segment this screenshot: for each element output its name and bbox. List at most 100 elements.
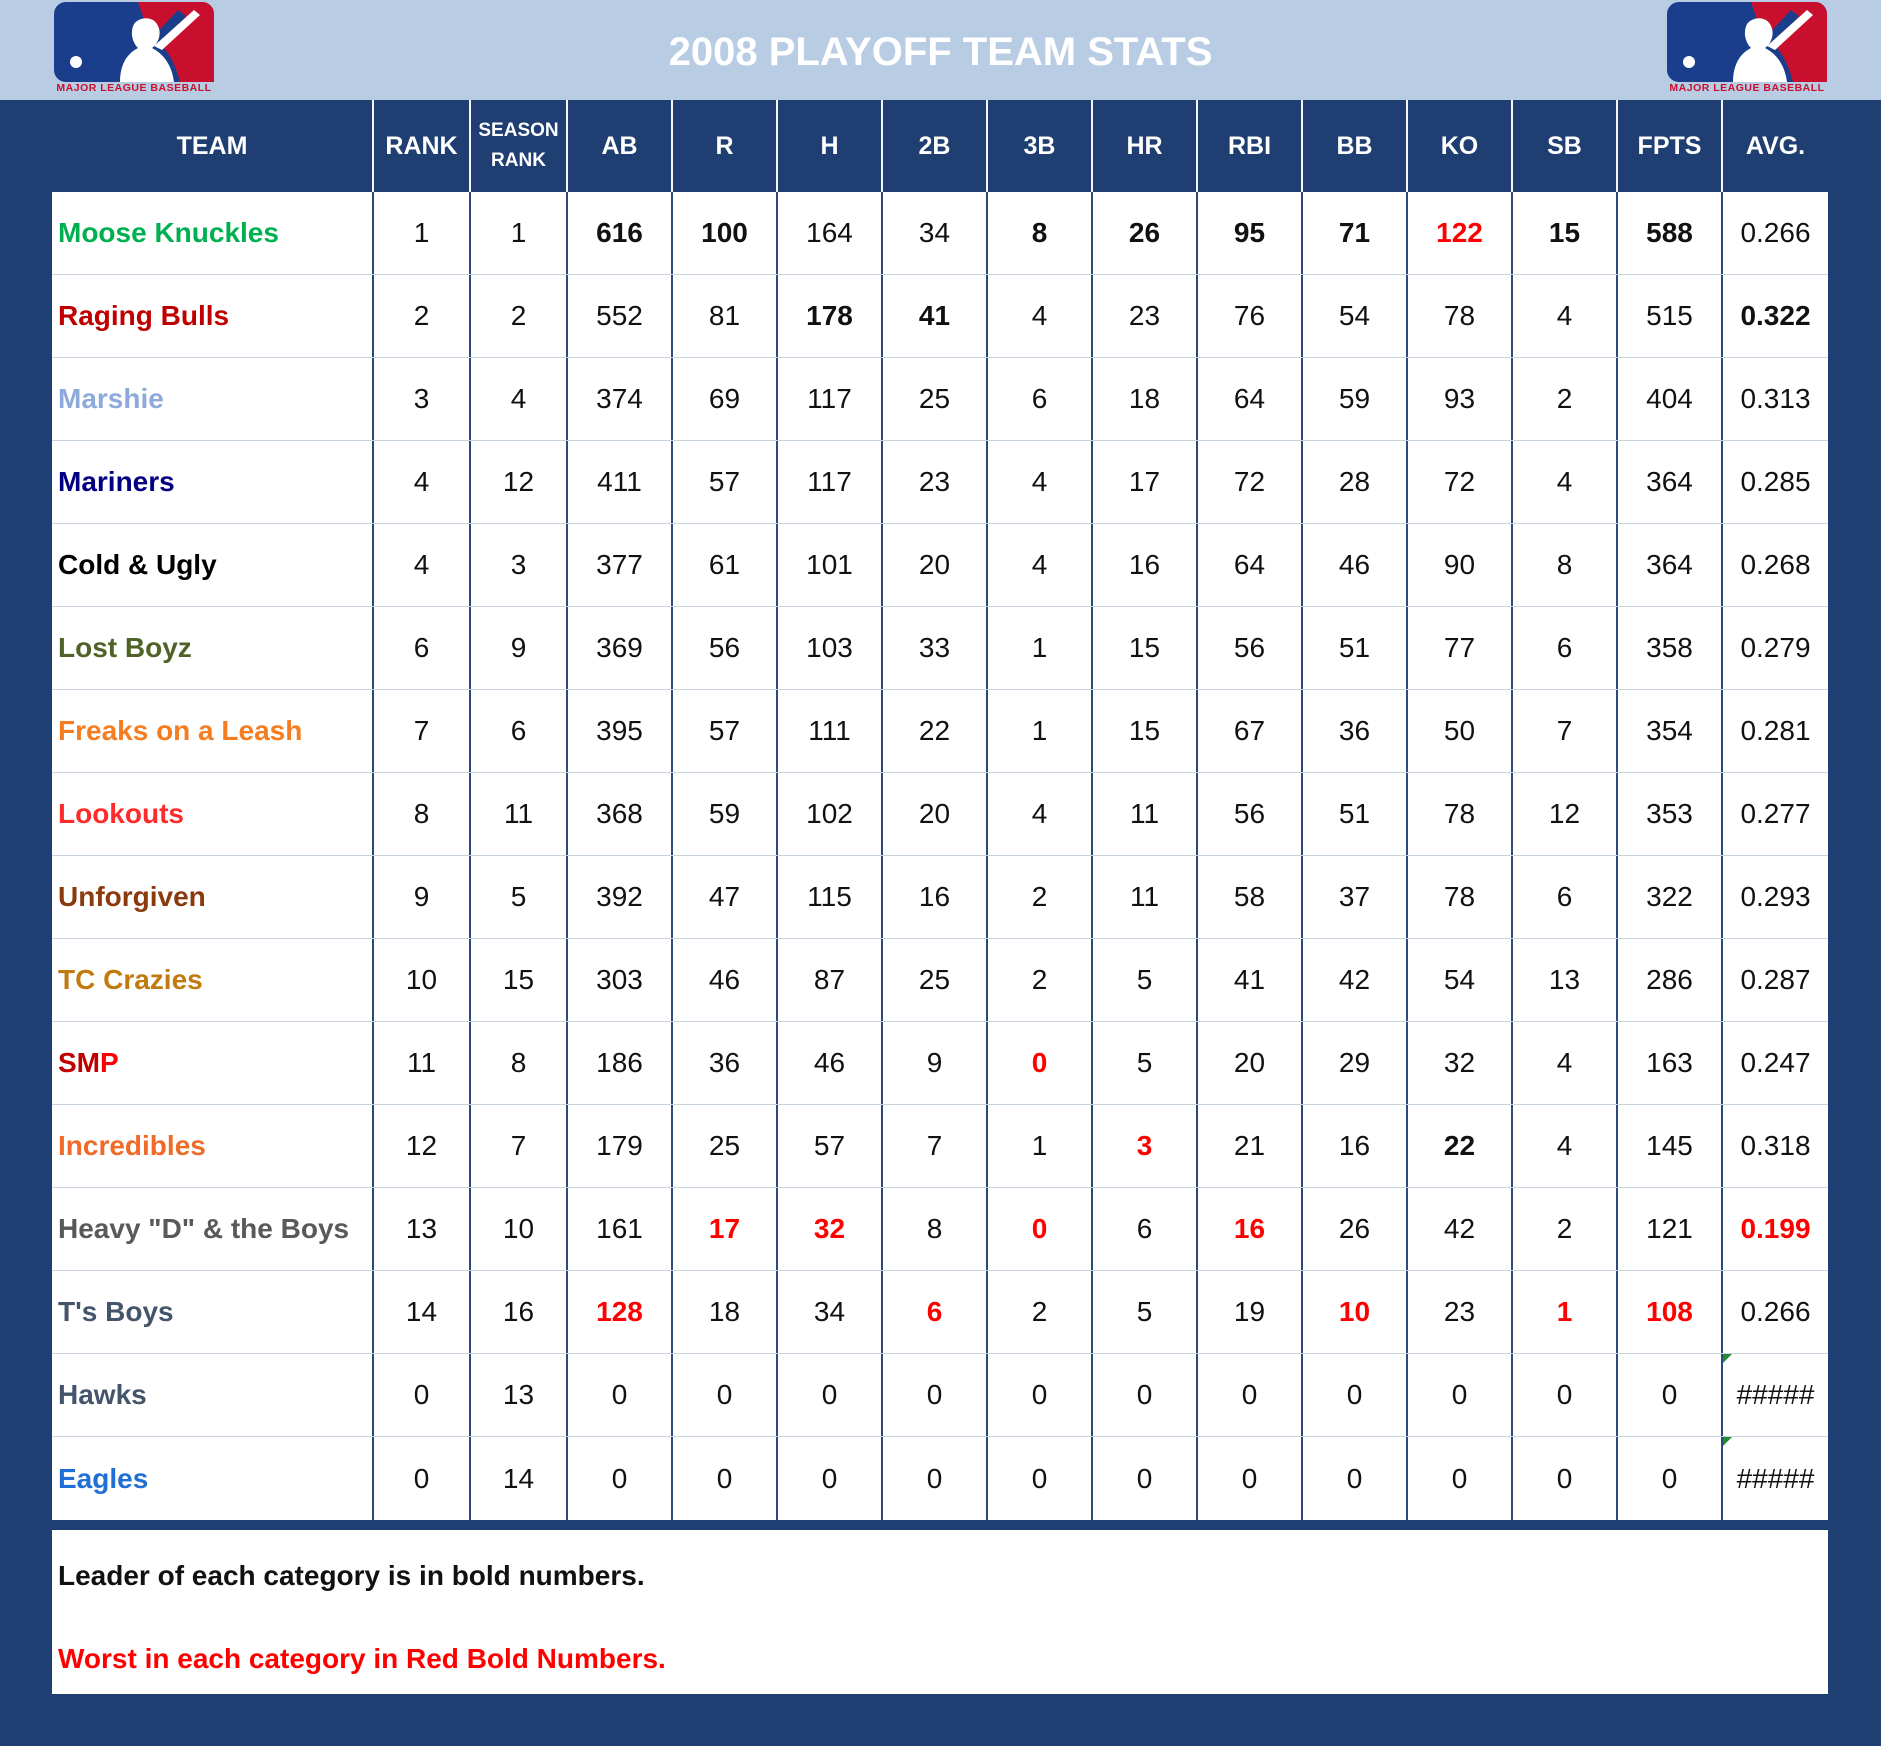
stat-cell: 8 [374,773,471,855]
stat-cell: 20 [1198,1022,1303,1104]
stat-cell: 4 [988,441,1093,523]
stat-cell: 0.247 [1740,1047,1811,1078]
stat-cell: 4 [471,358,568,440]
stat-cell: 47 [673,856,778,938]
team-name: Moose Knuckles [52,192,374,274]
stat-cell: 286 [1618,939,1723,1021]
table-row: Marshie 3 4 374 69 117 25 6 18 64 59 93 2 404 0.313 [52,358,1828,441]
stat-cell: 57 [673,690,778,772]
stat-cell: 32 [778,1188,883,1270]
team-name: Mariners [52,441,374,523]
stat-cell: 57 [778,1105,883,1187]
column-header-ab: AB [568,100,673,192]
table-row: Raging Bulls 2 2 552 81 178 41 4 23 76 54 78 4 515 0.3… [52,275,1828,358]
stat-cell: 303 [568,939,673,1021]
stat-cell: 71 [1303,192,1408,274]
table-row: Freaks on a Leash 7 6 395 57 111 22 1 15 67 36 50 7 3… [52,690,1828,773]
stat-cell: 0 [988,1437,1093,1520]
column-header-rank: RANK [374,100,471,192]
logo-text: MAJOR LEAGUE BASEBALL [56,82,212,94]
table-row: Heavy "D" & the Boys 13 10 161 17 32 8 0 6 16 26 42… [52,1188,1828,1271]
stat-cell: 0 [1408,1354,1513,1436]
stat-cell: 353 [1618,773,1723,855]
stat-cell: 10 [1303,1271,1408,1353]
stat-cell: 0.277 [1740,798,1811,829]
stat-cell: 23 [1093,275,1198,357]
stat-cell: 15 [1513,192,1618,274]
stat-cell: 23 [883,441,988,523]
stat-cell: 9 [471,607,568,689]
stat-cell: 9 [374,856,471,938]
stat-cell: 87 [778,939,883,1021]
stat-cell: 0 [1513,1354,1618,1436]
stat-cell: 117 [778,358,883,440]
table-row: Lookouts 8 11 368 59 102 20 4 11 56 51 78 12 353 0.277 [52,773,1828,856]
logo-text: MAJOR LEAGUE BASEBALL [1669,82,1825,94]
table-body: Moose Knuckles 1 1 616 100 164 34 8 26 95 71 122 15 5… [52,192,1828,1520]
stat-cell: 4 [374,524,471,606]
stat-cell: 0 [568,1354,673,1436]
stat-cell: 2 [1513,1188,1618,1270]
stat-cell: 78 [1408,773,1513,855]
stat-cell: 3 [471,524,568,606]
stat-cell: 13 [1513,939,1618,1021]
stat-cell: 0 [1618,1354,1723,1436]
stat-cell: 20 [883,773,988,855]
stat-cell: 72 [1198,441,1303,523]
stat-cell: 22 [883,690,988,772]
stat-cell: 21 [1198,1105,1303,1187]
stat-cell: 5 [1093,1271,1198,1353]
stat-cell: 616 [568,192,673,274]
stat-cell: 13 [374,1188,471,1270]
stat-cell: 46 [1303,524,1408,606]
stat-cell: 0.313 [1740,383,1811,414]
stat-cell: ##### [1723,1354,1828,1436]
stat-cell: 392 [568,856,673,938]
stat-cell: 19 [1198,1271,1303,1353]
stat-cell: 0.293 [1740,881,1811,912]
team-name: Hawks [52,1354,374,1436]
stat-cell: 0 [1408,1437,1513,1520]
stat-cell: 0.266 [1740,217,1811,248]
stat-cell: 6 [1093,1188,1198,1270]
team-name: Raging Bulls [52,275,374,357]
stat-cell: 90 [1408,524,1513,606]
stat-cell: 93 [1408,358,1513,440]
stat-cell: 0 [1513,1437,1618,1520]
table-row: SM P 11 8 186 36 46 9 0 5 20 29 32 4 163 0.247 [52,1022,1828,1105]
column-header-sb: SB [1513,100,1618,192]
stat-cell: 0 [1198,1354,1303,1436]
team-name: Unforgiven [52,856,374,938]
stat-cell: 161 [568,1188,673,1270]
stat-cell: 10 [374,939,471,1021]
stat-cell: 41 [1198,939,1303,1021]
stat-cell: 14 [471,1437,568,1520]
stat-cell: 8 [988,192,1093,274]
mlb-logo-icon: MAJOR LEAGUE BASEBALL [54,2,214,98]
stat-cell: 7 [471,1105,568,1187]
stat-cell: 25 [883,358,988,440]
stats-table: TEAM RANK SEASON RANK AB R H 2B 3B HR RBI BB KO SB FPT… [52,100,1828,1520]
stat-cell: 2 [988,939,1093,1021]
mlb-logo-icon: MAJOR LEAGUE BASEBALL [1667,2,1827,98]
table-row: Unforgiven 9 5 392 47 115 16 2 11 58 37 78 6 322 0.293 [52,856,1828,939]
stat-cell: 0 [778,1354,883,1436]
stat-cell: 0 [988,1022,1093,1104]
table-row: Cold & Ugly 4 3 377 61 101 20 4 16 64 46 90 8 364 0.26… [52,524,1828,607]
stat-cell: 0.318 [1740,1130,1811,1161]
stat-cell: 0.281 [1740,715,1811,746]
stat-cell: 1 [471,192,568,274]
stat-cell: 8 [883,1188,988,1270]
stat-cell: 128 [568,1271,673,1353]
team-name: Freaks on a Leash [52,690,374,772]
stat-cell: 0.287 [1740,964,1811,995]
table-row: Mariners 4 12 411 57 117 23 4 17 72 28 72 4 364 0.285 [52,441,1828,524]
stat-cell: 11 [1093,856,1198,938]
stat-cell: 369 [568,607,673,689]
stat-cell: 64 [1198,358,1303,440]
stat-cell: 0 [988,1188,1093,1270]
stat-cell: 108 [1618,1271,1723,1353]
stat-cell: 76 [1198,275,1303,357]
stat-cell: 57 [673,441,778,523]
stat-cell: 18 [1093,358,1198,440]
